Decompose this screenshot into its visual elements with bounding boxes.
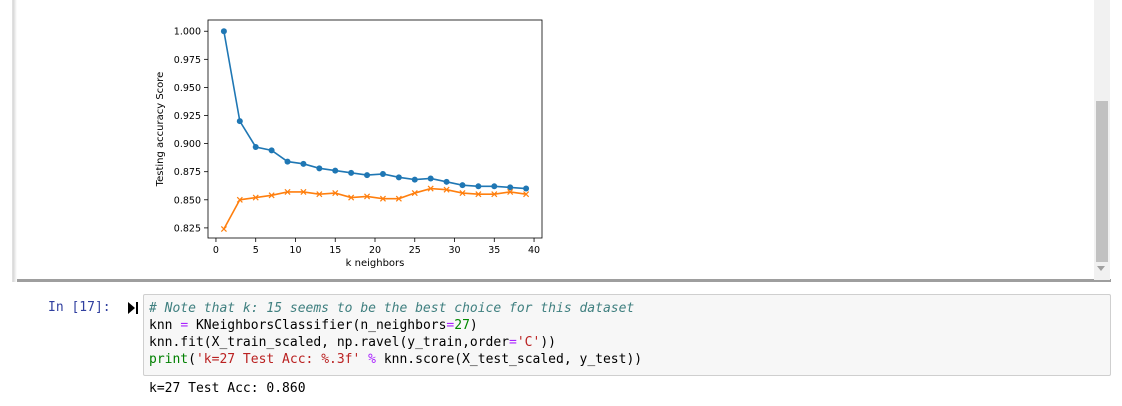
x-tick-label: 25 <box>409 245 421 256</box>
x-tick-label: 30 <box>448 245 460 256</box>
code-string: 'C' <box>516 335 541 350</box>
code-operator: = <box>180 318 189 333</box>
series-1-point <box>332 167 339 174</box>
code-token: knn.score(X_test_scaled, y_test)) <box>376 352 643 367</box>
x-axis-label: k neighbors <box>346 258 405 269</box>
series-1-point <box>300 160 307 167</box>
cell-prompt: In [17]: <box>48 300 111 315</box>
code-editor[interactable] <box>143 294 1111 376</box>
code-comment: # Note that k: 15 seems to be the best c… <box>149 301 635 316</box>
series-1-point <box>379 170 386 177</box>
y-tick-label: 1.000 <box>174 27 201 38</box>
series-2-point <box>491 191 498 198</box>
series-1-point <box>443 178 450 185</box>
series-1-point <box>475 183 482 190</box>
code-operator: = <box>509 335 517 350</box>
output-scrollbar-thumb[interactable] <box>1096 101 1108 262</box>
x-tick-label: 5 <box>253 245 259 256</box>
series-1-point <box>364 172 371 179</box>
x-tick-label: 15 <box>329 245 341 256</box>
series-2-point <box>332 190 339 197</box>
output-area-shadow <box>13 0 17 282</box>
series-1-point <box>236 118 243 125</box>
series-2-point <box>268 192 275 199</box>
y-tick-label: 0.825 <box>174 223 201 234</box>
series-1-point <box>507 184 514 191</box>
cell-output-text: k=27 Test Acc: 0.860 <box>149 381 306 396</box>
series-2-point <box>236 196 243 203</box>
series-2-point <box>395 195 402 202</box>
series-1-point <box>284 158 291 165</box>
series-1-point <box>348 169 355 176</box>
code-token: KNeighborsClassifier(n_neighbors <box>188 318 447 333</box>
y-tick-label: 0.975 <box>174 55 201 66</box>
code-token: ) <box>469 318 478 333</box>
series-2-point <box>364 193 371 200</box>
x-tick-label: 20 <box>369 245 381 256</box>
code-line-1: # Note that k: 15 seems to be the best c… <box>149 300 634 317</box>
accuracy-plot: 0 5 10 15 20 25 30 35 40 0.825 0.850 0.875 0.900 0.92… <box>155 19 543 269</box>
series-2-point <box>475 191 482 198</box>
code-builtin: print <box>149 352 189 367</box>
code-token: ( <box>188 352 196 367</box>
plot-frame <box>207 19 543 239</box>
y-tick-label: 0.925 <box>174 111 201 122</box>
code-line-4: print('k=27 Test Acc: %.3f' % knn.score(… <box>149 351 642 368</box>
code-operator: % <box>368 352 376 367</box>
series-2-point <box>523 191 530 198</box>
y-tick-label: 0.950 <box>174 83 201 94</box>
series-1-point <box>268 147 275 154</box>
series-1-point <box>523 185 530 192</box>
series-2-point <box>284 188 291 195</box>
code-line-2: knn = KNeighborsClassifier(n_neighbors=2… <box>149 317 478 334</box>
code-line-3: knn.fit(X_train_scaled, np.ravel(y_train… <box>149 334 556 351</box>
series-1-point <box>252 143 259 150</box>
series-1-point <box>220 28 227 35</box>
series-2-point <box>507 188 514 195</box>
code-token <box>360 352 368 367</box>
series-2-point <box>348 194 355 201</box>
series-2-point <box>220 225 227 233</box>
code-number: 27 <box>454 318 470 333</box>
scroll-down-arrow-icon[interactable] <box>1097 266 1105 271</box>
series-1-point <box>427 175 434 182</box>
series-2-point <box>411 190 418 197</box>
output-area <box>12 0 1111 282</box>
series-1-point <box>316 165 323 172</box>
code-string: 'k=27 Test Acc: %.3f' <box>195 352 361 367</box>
series-1-point <box>395 174 402 181</box>
series-2-point <box>443 186 450 193</box>
series-2-point <box>300 188 307 195</box>
y-tick-label: 0.900 <box>174 139 201 150</box>
series-2-line <box>223 187 527 230</box>
code-operator: = <box>446 318 455 333</box>
y-tick-label: 0.850 <box>174 195 201 206</box>
y-tick-label: 0.875 <box>174 167 201 178</box>
series-2-point <box>379 195 386 202</box>
x-tick-label: 40 <box>528 245 540 256</box>
series-1-point <box>459 182 466 189</box>
series-1-point <box>411 176 418 183</box>
code-token: knn <box>149 318 181 333</box>
x-tick-label: 35 <box>488 245 500 256</box>
series-2-point <box>316 191 323 198</box>
series-1-point <box>491 183 498 190</box>
run-cell-icon[interactable] <box>128 302 138 314</box>
series-2-point <box>459 190 466 197</box>
series-2-point <box>252 194 259 201</box>
code-token: knn.fit(X_train_scaled, np.ravel(y_train… <box>149 335 510 350</box>
series-2-point <box>427 185 434 192</box>
y-axis-label: Testing accuracy Score <box>155 72 166 188</box>
code-token: )) <box>540 335 556 350</box>
x-tick-label: 0 <box>213 245 219 256</box>
x-tick-label: 10 <box>289 245 301 256</box>
